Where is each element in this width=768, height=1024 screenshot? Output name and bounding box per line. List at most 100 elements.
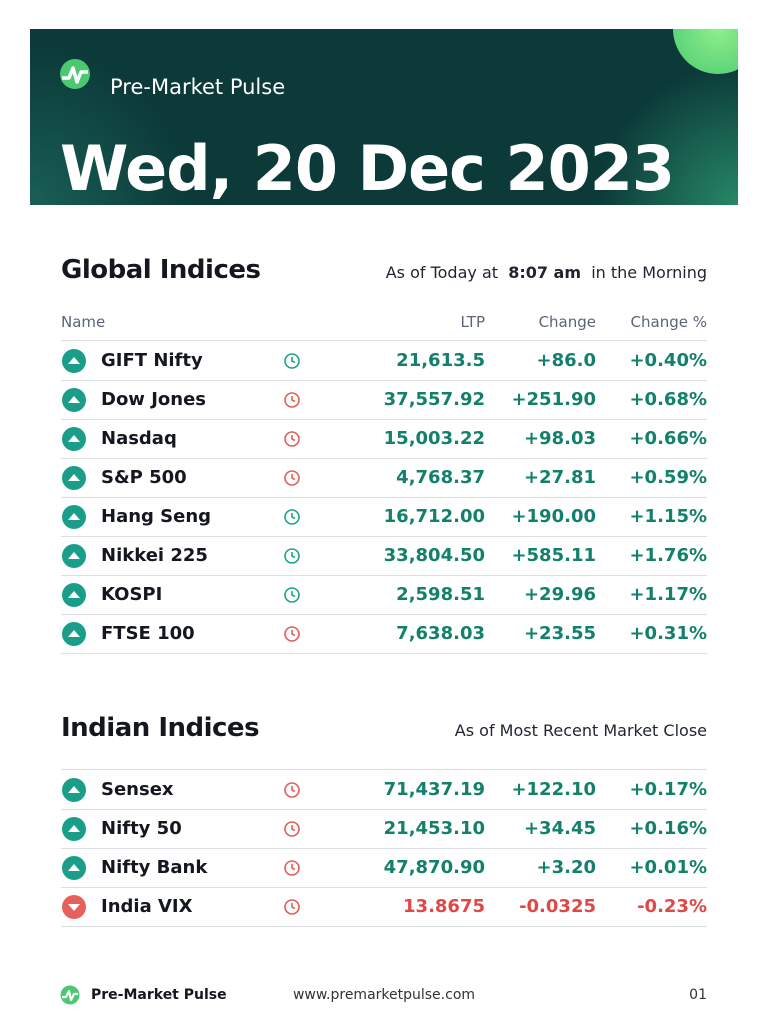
clock-face xyxy=(284,392,300,408)
cell-change: +585.11 xyxy=(511,545,596,566)
cell-ltp: 47,870.90 xyxy=(383,857,485,878)
cell-change: +190.00 xyxy=(511,506,596,527)
clock-hands xyxy=(291,903,296,910)
trend-icon xyxy=(62,466,86,490)
cell-change-pct: +0.01% xyxy=(629,857,707,878)
table-row: Dow Jones 37,557.92 +251.90 +0.68% xyxy=(61,380,707,420)
column-header: Name xyxy=(61,313,106,331)
clock-face xyxy=(284,587,300,603)
cell-change: +3.20 xyxy=(536,857,597,878)
cell-change-pct: +1.17% xyxy=(629,584,707,605)
header-banner: Pre-Market Pulse Wed, 20 Dec 2023 xyxy=(30,29,738,205)
trend-icon xyxy=(62,544,86,568)
arrow xyxy=(68,825,80,832)
column-header: Change xyxy=(538,313,596,331)
clock-hands xyxy=(291,552,296,559)
table-row: India VIX 13.8675 -0.0325 -0.23% xyxy=(61,887,707,927)
clock-icon xyxy=(284,587,300,603)
trend-icon xyxy=(62,817,86,841)
section-title: Global Indices xyxy=(61,255,261,285)
index-name: Nasdaq xyxy=(101,428,177,449)
table-row: Nifty Bank 47,870.90 +3.20 +0.01% xyxy=(61,848,707,888)
clock-hands xyxy=(291,864,296,871)
column-header: LTP xyxy=(460,313,486,331)
clock-face xyxy=(284,548,300,564)
arrow xyxy=(68,396,80,403)
clock-face xyxy=(284,860,300,876)
cell-change: -0.0325 xyxy=(519,896,596,917)
table-row: KOSPI 2,598.51 +29.96 +1.17% xyxy=(61,575,707,615)
clock-icon xyxy=(284,353,300,369)
arrow xyxy=(68,552,80,559)
logo xyxy=(60,985,80,1005)
cell-ltp: 71,437.19 xyxy=(383,779,485,800)
arrow xyxy=(68,591,80,598)
cell-change: +29.96 xyxy=(523,584,596,605)
section-title: Indian Indices xyxy=(61,713,260,743)
index-name: Nifty 50 xyxy=(101,818,182,839)
page-number: 01 xyxy=(689,987,707,1003)
clock-hands xyxy=(291,474,296,481)
index-name: Hang Seng xyxy=(101,506,212,527)
cell-change: +23.55 xyxy=(523,623,596,644)
table-row: Nikkei 225 33,804.50 +585.11 +1.76% xyxy=(61,536,707,576)
clock-icon xyxy=(284,626,300,642)
cell-change-pct: +0.66% xyxy=(629,428,707,449)
cell-ltp: 13.8675 xyxy=(403,896,485,917)
column-header: Change % xyxy=(630,313,707,331)
clock-hands xyxy=(291,435,296,442)
arrow xyxy=(68,435,80,442)
clock-hands xyxy=(291,786,296,793)
clock-hands xyxy=(291,591,296,598)
cell-change-pct: +1.15% xyxy=(629,506,707,527)
clock-icon xyxy=(284,470,300,486)
clock-face xyxy=(284,782,300,798)
cell-change-pct: +0.31% xyxy=(629,623,707,644)
clock-hands xyxy=(291,513,296,520)
cell-change: +122.10 xyxy=(511,779,596,800)
trend-icon xyxy=(62,583,86,607)
cell-change: +34.45 xyxy=(523,818,596,839)
clock-hands xyxy=(291,396,296,403)
clock-icon xyxy=(284,821,300,837)
footer-brand: Pre-Market Pulse xyxy=(91,987,227,1003)
table-row: Nasdaq 15,003.22 +98.03 +0.66% xyxy=(61,419,707,459)
cell-ltp: 7,638.03 xyxy=(396,623,485,644)
index-name: GIFT Nifty xyxy=(101,350,203,371)
table-row: FTSE 100 7,638.03 +23.55 +0.31% xyxy=(61,614,707,654)
cell-ltp: 2,598.51 xyxy=(396,584,485,605)
cell-change-pct: +0.17% xyxy=(629,779,707,800)
table-rule xyxy=(61,340,707,341)
trend-icon xyxy=(62,349,86,373)
clock-icon xyxy=(284,782,300,798)
table-row: Nifty 50 21,453.10 +34.45 +0.16% xyxy=(61,809,707,849)
arrow xyxy=(68,904,80,911)
trend-icon xyxy=(62,778,86,802)
arrow xyxy=(68,513,80,520)
cell-ltp: 21,613.5 xyxy=(396,350,485,371)
clock-face xyxy=(284,821,300,837)
footer: Pre-Market Pulse www.premarketpulse.com … xyxy=(0,984,768,1006)
subtitle-text: As of Today at xyxy=(385,263,499,282)
cell-change-pct: +0.40% xyxy=(629,350,707,371)
cell-change: +251.90 xyxy=(511,389,596,410)
clock-icon xyxy=(284,431,300,447)
index-name: KOSPI xyxy=(101,584,163,605)
clock-hands xyxy=(291,825,296,832)
cell-change: +86.0 xyxy=(536,350,597,371)
clock-icon xyxy=(284,899,300,915)
index-name: Nikkei 225 xyxy=(101,545,208,566)
arrow xyxy=(68,357,80,364)
brand: Pre-Market Pulse xyxy=(110,75,286,99)
table-row: S&P 500 4,768.37 +27.81 +0.59% xyxy=(61,458,707,498)
cell-change: +27.81 xyxy=(523,467,596,488)
clock-face xyxy=(284,470,300,486)
trend-icon xyxy=(62,427,86,451)
clock-icon xyxy=(284,860,300,876)
decor xyxy=(673,29,738,74)
index-name: Sensex xyxy=(101,779,174,800)
clock-face xyxy=(284,899,300,915)
arrow xyxy=(68,630,80,637)
cell-ltp: 21,453.10 xyxy=(383,818,485,839)
